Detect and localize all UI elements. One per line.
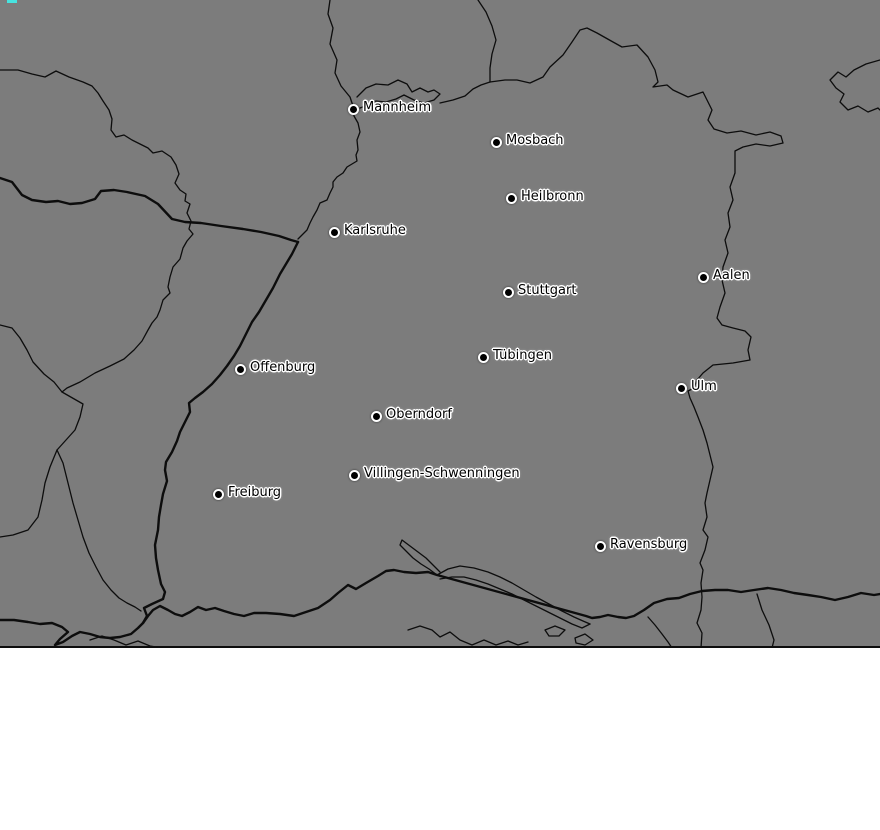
city-dot xyxy=(490,136,502,148)
city-label: Mosbach xyxy=(506,133,564,148)
city-label: Tübingen xyxy=(493,348,552,363)
city-dot xyxy=(348,469,360,481)
radar-echo xyxy=(7,0,17,3)
city-label: Heilbronn xyxy=(521,189,584,204)
city-label: Karlsruhe xyxy=(344,223,406,238)
city-dot xyxy=(477,351,489,363)
city-dot xyxy=(328,226,340,238)
city-label: Villingen-Schwenningen xyxy=(364,466,520,481)
map-canvas: Mannheim Mosbach Heilbronn Karlsruhe Aalen St… xyxy=(0,0,880,648)
national-borders xyxy=(0,176,880,647)
city-dot xyxy=(347,103,359,115)
city-label: Aalen xyxy=(713,268,750,283)
city-dot xyxy=(505,192,517,204)
city-dot xyxy=(234,363,246,375)
city-dot xyxy=(370,410,382,422)
map-borders-svg xyxy=(0,0,880,648)
city-label: Stuttgart xyxy=(518,283,577,298)
city-label: Mannheim xyxy=(363,100,432,115)
city-dot xyxy=(502,286,514,298)
city-label: Ulm xyxy=(691,379,717,394)
city-label: Ravensburg xyxy=(610,537,688,552)
regional-borders xyxy=(0,0,880,648)
city-dot xyxy=(697,271,709,283)
city-label: Offenburg xyxy=(250,360,316,375)
city-dot xyxy=(594,540,606,552)
city-dot xyxy=(675,382,687,394)
city-dot xyxy=(212,488,224,500)
city-label: Freiburg xyxy=(228,485,282,500)
footer-panel: Sim. max. Radarreflektivität (in dbZ) Mo… xyxy=(0,648,880,830)
city-label: Oberndorf xyxy=(386,407,452,422)
